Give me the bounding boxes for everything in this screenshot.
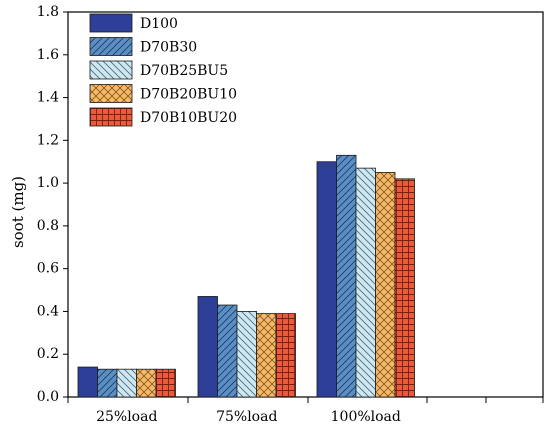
bar-d70b25bu5-1 [236,311,257,398]
y-tick-label: 1.2 [37,132,59,148]
y-tick-label: 0.2 [37,346,59,362]
bar-d70b30-2 [336,154,357,398]
bar-d70b20bu10-0 [136,368,157,398]
bar-d70b10bu20-0 [155,368,176,398]
y-axis-title: soot (mg) [9,176,27,248]
x-category-label: 100%load [331,409,401,425]
bar-d100-2 [316,161,337,398]
bar-d70b30-0 [97,368,118,398]
y-axis-ticks: 0.0 0.2 0.4 0.6 0.8 1.0 1.2 1.4 1.6 1.8 [37,4,68,405]
y-tick-label: 1.4 [37,90,59,106]
y-tick-label: 0.4 [37,303,59,319]
legend-swatch-d70b10bu20 [89,107,133,127]
bar-d100-0 [77,366,98,398]
bar-d70b30-1 [217,304,238,398]
y-tick-label: 1.8 [37,4,59,20]
y-tick-label: 1.6 [37,47,59,63]
bar-d70b20bu10-1 [256,313,277,398]
legend: D100 D70B30 D70B25BU5 D70B20BU10 D70B10BU20 [89,13,237,127]
bar-d70b20bu10-2 [375,172,396,398]
legend-swatch-d100 [89,13,133,33]
legend-swatch-d70b25bu5 [89,60,133,80]
y-tick-label: 0.6 [37,261,59,277]
x-axis-categories: 25%load 75%load 100%load [67,397,544,425]
legend-swatch-d70b20bu10 [89,84,133,103]
x-category-label: 25%load [96,409,157,425]
bar-d100-1 [197,296,218,398]
bars [77,154,415,398]
y-tick-label: 0.0 [37,389,59,405]
bar-d70b25bu5-2 [355,167,376,398]
x-category-label: 75%load [216,409,277,425]
legend-label-d100: D100 [140,16,178,32]
legend-label-d70b20bu10: D70B20BU10 [140,87,237,103]
bar-d70b25bu5-0 [116,368,137,398]
legend-swatch-d70b30 [89,37,133,56]
bar-d70b10bu20-1 [275,313,296,398]
legend-label-d70b10bu20: D70B10BU20 [140,110,237,126]
legend-label-d70b30: D70B30 [140,40,197,56]
y-tick-label: 1.0 [37,175,59,191]
plot-border [67,11,544,398]
bar-d70b10bu20-2 [394,178,415,398]
y-tick-label: 0.8 [37,218,59,234]
legend-label-d70b25bu5: D70B25BU5 [140,63,228,79]
plot-frame [67,11,544,398]
